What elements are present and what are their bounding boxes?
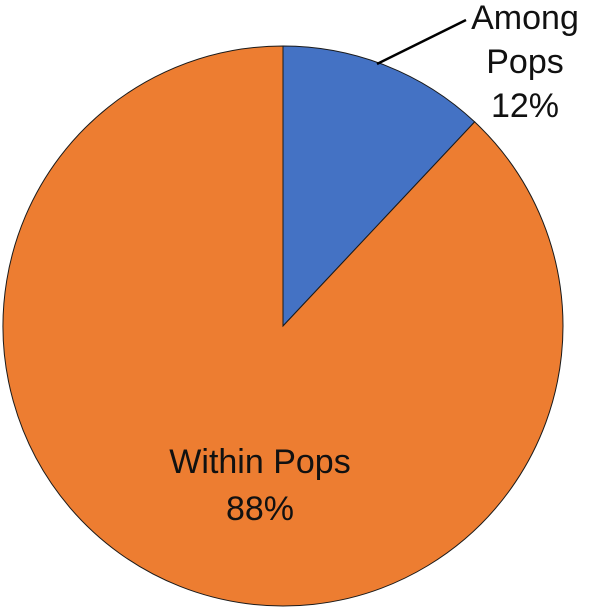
pie-slice-within-pops <box>2 45 564 607</box>
among-pops-percent-label: 12% <box>491 87 559 125</box>
among-pops-leader-line <box>376 18 467 66</box>
pie-slice-among-pops <box>282 45 476 328</box>
pie-slices <box>2 45 564 607</box>
within-pops-label: Within Pops <box>169 443 350 481</box>
among-pops-label-line-2: Pops <box>486 43 564 81</box>
within-pops-percent-label: 88% <box>226 490 294 528</box>
among-pops-label-line-1: Among <box>471 0 579 37</box>
